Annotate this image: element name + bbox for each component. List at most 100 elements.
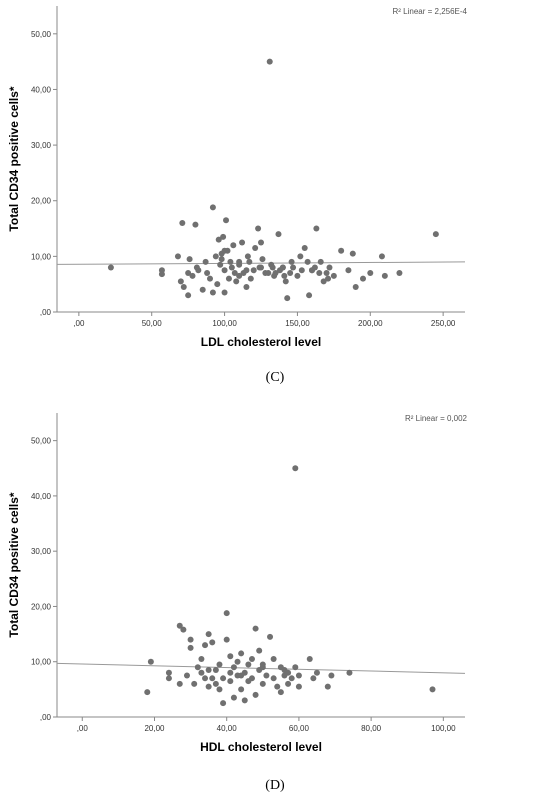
data-point xyxy=(252,625,259,632)
data-point xyxy=(252,245,259,252)
data-point xyxy=(230,694,237,701)
data-point xyxy=(360,275,366,282)
data-point xyxy=(179,219,186,226)
data-point xyxy=(209,289,216,296)
x-tick-label: 80,00 xyxy=(361,724,382,733)
scatter-plot-hdl: ,00 10,00 20,00 30,00 40,00 50,00 ,00 20,00 40,0… xyxy=(7,413,468,754)
data-point xyxy=(238,672,245,679)
x-tick-label: 40,00 xyxy=(217,724,238,733)
data-point xyxy=(256,647,263,654)
y-tick-label: ,00 xyxy=(40,713,52,722)
data-point xyxy=(285,669,292,676)
data-point xyxy=(244,253,251,260)
r-squared-label: R² Linear = 2,256E-4 xyxy=(393,7,468,16)
y-tick-label: 10,00 xyxy=(31,658,52,667)
x-tick-label: 20,00 xyxy=(144,724,165,733)
data-point xyxy=(285,680,292,687)
data-point xyxy=(245,661,252,668)
data-point xyxy=(255,225,262,232)
data-point xyxy=(325,275,332,282)
data-point xyxy=(165,669,172,676)
data-point xyxy=(320,278,327,285)
data-point xyxy=(326,264,333,271)
data-point xyxy=(298,267,305,274)
data-point xyxy=(328,672,335,679)
data-point xyxy=(234,658,241,665)
data-point xyxy=(147,658,154,665)
data-point xyxy=(378,253,385,260)
data-point xyxy=(429,686,436,693)
data-point xyxy=(205,631,212,638)
data-point xyxy=(227,678,234,685)
data-point xyxy=(212,253,219,260)
y-tick-label: ,00 xyxy=(40,308,52,317)
data-point xyxy=(279,264,286,271)
data-point xyxy=(220,675,227,682)
data-point xyxy=(265,270,272,277)
panel-label-d: (D) xyxy=(265,778,285,793)
data-point xyxy=(176,622,183,629)
data-point xyxy=(223,610,230,617)
data-point xyxy=(212,667,219,674)
data-point xyxy=(258,239,264,246)
data-point xyxy=(220,233,227,240)
data-point xyxy=(252,691,259,698)
y-tick-label: 30,00 xyxy=(31,141,52,150)
data-point xyxy=(292,465,299,472)
data-point xyxy=(187,644,194,651)
data-point xyxy=(236,272,243,279)
r-squared-label: R² Linear = 0,002 xyxy=(405,414,468,423)
data-point xyxy=(236,258,243,265)
data-point xyxy=(313,669,320,676)
data-point xyxy=(263,672,270,679)
x-axis-title: HDL cholesterol level xyxy=(200,740,322,754)
data-point xyxy=(189,272,196,279)
data-point xyxy=(367,270,374,277)
y-tick-label: 40,00 xyxy=(31,492,52,501)
data-point xyxy=(230,664,237,671)
data-point xyxy=(243,283,250,290)
data-point xyxy=(209,204,216,211)
data-point xyxy=(185,292,192,299)
data-point xyxy=(183,672,190,679)
data-point xyxy=(295,672,302,679)
data-point xyxy=(223,636,230,643)
x-tick-label: 250,00 xyxy=(431,319,456,328)
data-point xyxy=(174,253,181,260)
data-point xyxy=(330,272,337,279)
data-point xyxy=(292,664,299,671)
data-point xyxy=(323,270,330,277)
x-tick-label: 100,00 xyxy=(431,724,456,733)
data-point xyxy=(316,270,323,277)
data-point xyxy=(239,239,246,246)
data-point xyxy=(250,267,257,274)
data-point xyxy=(259,256,266,263)
data-point xyxy=(270,655,277,662)
data-point xyxy=(238,650,245,657)
data-point xyxy=(233,278,240,285)
chart-panel-d: ,00 10,00 20,00 30,00 40,00 50,00 ,00 20,00 40,0… xyxy=(0,405,550,795)
data-point xyxy=(199,286,206,293)
data-point xyxy=(297,253,304,260)
data-point xyxy=(165,675,172,682)
data-point xyxy=(107,264,114,271)
data-point xyxy=(227,669,234,676)
data-point xyxy=(158,271,165,278)
data-point xyxy=(294,272,301,279)
data-point xyxy=(267,633,274,640)
data-point xyxy=(191,680,198,687)
data-point xyxy=(177,278,184,285)
data-point xyxy=(295,683,302,690)
data-point xyxy=(228,264,235,271)
data-point xyxy=(195,267,202,274)
x-tick-label: 200,00 xyxy=(358,319,383,328)
data-point xyxy=(274,683,281,690)
y-tick-label: 40,00 xyxy=(31,85,52,94)
x-tick-label: 100,00 xyxy=(212,319,237,328)
data-point xyxy=(212,680,219,687)
data-point xyxy=(306,655,313,662)
data-point xyxy=(275,231,282,238)
data-point xyxy=(243,267,250,274)
data-point xyxy=(266,58,273,65)
x-tick-label: ,00 xyxy=(73,319,85,328)
